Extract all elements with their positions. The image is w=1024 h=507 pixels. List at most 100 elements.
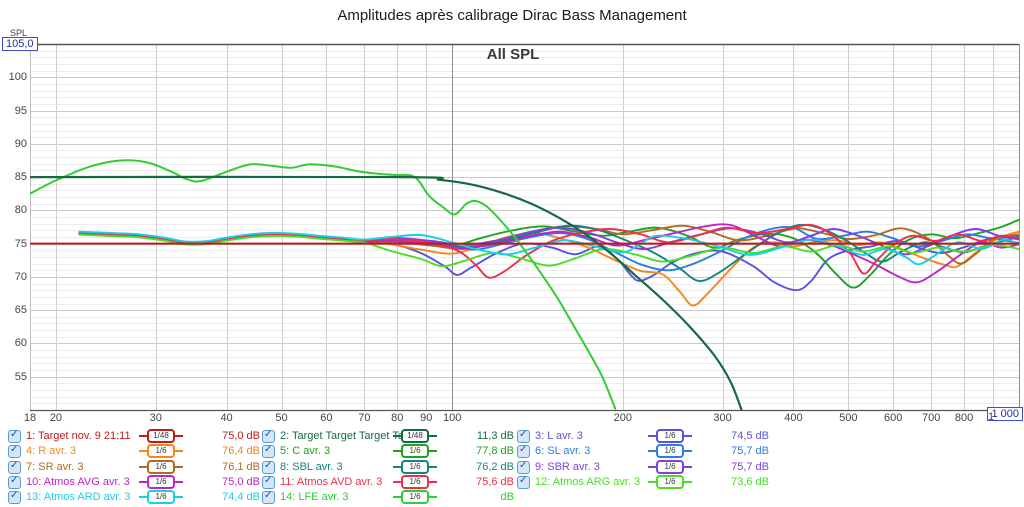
legend-checkbox[interactable]: ✓: [262, 429, 275, 443]
legend-row: ✓ 7: SR avr. 3 1/6 76,1 dB: [8, 459, 262, 475]
x-tick-label: 300: [713, 412, 732, 424]
legend-row: ✓ 5: C avr. 3 1/6 77,8 dB: [262, 444, 516, 459]
y-tick-label: 55: [14, 370, 27, 383]
legend-checkbox[interactable]: ✓: [517, 474, 530, 489]
legend-checkbox[interactable]: ✓: [262, 460, 275, 474]
legend-label[interactable]: 7: SR avr. 3: [26, 460, 84, 473]
curve-line-sample: [429, 465, 437, 468]
y-tick-label: 65: [14, 304, 27, 317]
curve-line-sample: [684, 480, 692, 483]
legend-checkbox[interactable]: ✓: [8, 429, 21, 443]
smoothing-control[interactable]: 1/6: [648, 459, 692, 474]
smoothing-control[interactable]: 1/6: [648, 444, 692, 459]
x-tick-label: 200: [613, 412, 632, 424]
legend-label[interactable]: 5: C avr. 3: [280, 445, 331, 458]
curve-line-sample: [175, 480, 183, 483]
legend-label[interactable]: 9: SBR avr. 3: [535, 460, 600, 473]
y-tick-label: 85: [14, 171, 27, 184]
x-tick-label: 400: [784, 412, 803, 424]
smoothing-control[interactable]: 1/6: [139, 444, 183, 459]
legend-checkbox[interactable]: ✓: [8, 474, 21, 489]
legend-row: ✓ 6: SL avr. 3 1/6 75,7 dB: [517, 444, 771, 459]
legend-label[interactable]: 14: LFE avr. 3: [280, 491, 349, 504]
legend-label[interactable]: 4: R avr. 3: [26, 445, 77, 458]
legend-checkbox[interactable]: ✓: [8, 460, 21, 474]
legend-checkbox[interactable]: ✓: [8, 444, 21, 459]
curve-line-sample: [684, 435, 692, 437]
legend-checkbox[interactable]: ✓: [262, 490, 275, 505]
x-tick-label: 500: [839, 412, 858, 424]
curve-line-sample: [684, 450, 692, 453]
curve-line-sample: [684, 465, 692, 468]
legend-row: ✓ 12: Atmos ARG avr. 3 1/6 73,6 dB: [517, 474, 771, 490]
x-tick-partial: 1: [988, 411, 995, 423]
check-icon: ✓: [264, 429, 273, 440]
legend-row: ✓ 13: Atmos ARD avr. 3 1/6 74,4 dB: [8, 490, 262, 505]
smoothing-control[interactable]: 1/48: [393, 429, 437, 443]
legend-row: ✓ 1: Target nov. 9 21:11 1/48 75,0 dB: [8, 429, 262, 444]
check-icon: ✓: [519, 429, 528, 440]
check-icon: ✓: [519, 474, 528, 486]
curve-line-sample: [139, 496, 147, 499]
legend-label[interactable]: 8: SBL avr. 3: [280, 460, 343, 473]
smoothing-badge: 1/6: [401, 444, 429, 459]
legend-value: 75,7 dB: [731, 460, 769, 473]
legend-checkbox[interactable]: ✓: [262, 444, 275, 459]
graph-title: All SPL: [486, 46, 540, 63]
legend-label[interactable]: 10: Atmos AVG avr. 3: [26, 475, 130, 488]
smoothing-control[interactable]: 1/6: [139, 490, 183, 505]
legend-row: ✓ 2: Target Target Target Target 11/48 11,…: [262, 429, 516, 444]
x-axis-max-input[interactable]: 1 000: [987, 407, 1023, 421]
smoothing-control[interactable]: 1/48: [139, 429, 183, 443]
smoothing-control[interactable]: 1/6: [648, 429, 692, 443]
curve-line-sample: [393, 480, 401, 483]
legend-checkbox[interactable]: ✓: [517, 444, 530, 459]
smoothing-badge: 1/6: [656, 429, 684, 443]
plot-canvas[interactable]: [0, 0, 1024, 430]
legend-value: 75,6 dB: [476, 475, 514, 488]
curve-line-sample: [139, 450, 147, 453]
x-tick-label: 50: [275, 412, 288, 424]
legend-label[interactable]: 11: Atmos AVD avr. 3: [280, 475, 383, 488]
check-icon: ✓: [10, 474, 19, 486]
smoothing-control[interactable]: 1/6: [139, 459, 183, 474]
legend-label[interactable]: 12: Atmos ARG avr. 3: [535, 475, 641, 488]
smoothing-control[interactable]: 1/6: [648, 474, 692, 489]
smoothing-badge: 1/6: [147, 490, 175, 505]
legend-label[interactable]: 6: SL avr. 3: [535, 445, 591, 458]
legend-checkbox[interactable]: ✓: [517, 429, 530, 443]
curve-line-sample: [429, 496, 437, 499]
check-icon: ✓: [264, 444, 273, 456]
curve-line-sample: [393, 496, 401, 499]
legend-value: 75,0 dB: [222, 430, 260, 442]
x-tick-label: 40: [220, 412, 233, 424]
smoothing-control[interactable]: 1/6: [393, 444, 437, 459]
check-icon: ✓: [10, 444, 19, 456]
legend-row: ✓ 8: SBL avr. 3 1/6 76,2 dB: [262, 459, 516, 475]
legend-label[interactable]: 2: Target Target Target Target 1: [280, 430, 408, 442]
curve-line-sample: [648, 450, 656, 453]
legend-checkbox[interactable]: ✓: [517, 460, 530, 474]
legend-label[interactable]: 13: Atmos ARD avr. 3: [26, 491, 131, 504]
smoothing-badge: 1/6: [656, 444, 684, 459]
legend-checkbox[interactable]: ✓: [262, 474, 275, 489]
y-tick-label: 75: [14, 237, 27, 250]
legend-checkbox[interactable]: ✓: [8, 490, 21, 505]
y-axis-max-input[interactable]: 105,0: [2, 37, 38, 51]
curve-14-lfe-avr-3: [30, 159, 617, 410]
legend-row: ✓ 11: Atmos AVD avr. 3 1/6 75,6 dB: [262, 474, 516, 490]
smoothing-control[interactable]: 1/6: [393, 474, 437, 489]
smoothing-control[interactable]: 1/6: [393, 490, 437, 505]
legend-label[interactable]: 3: L avr. 3: [535, 430, 583, 442]
curve-line-sample: [648, 465, 656, 468]
x-tick-label: 700: [922, 412, 941, 424]
smoothing-control[interactable]: 1/6: [393, 459, 437, 474]
smoothing-control[interactable]: 1/6: [139, 474, 183, 489]
x-tick-label: 90: [420, 412, 433, 424]
legend-value: 76,4 dB: [222, 445, 260, 458]
check-icon: ✓: [264, 474, 273, 486]
x-tick-label: 80: [391, 412, 404, 424]
legend-label[interactable]: 1: Target nov. 9 21:11: [26, 430, 131, 442]
curve-line-sample: [648, 480, 656, 483]
x-tick-label: 30: [149, 412, 162, 424]
